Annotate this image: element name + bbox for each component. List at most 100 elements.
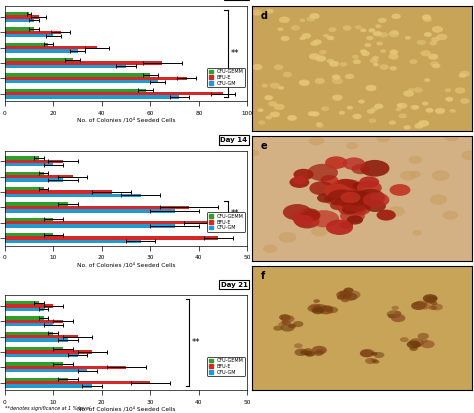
Circle shape (360, 349, 374, 357)
Circle shape (380, 64, 388, 69)
Bar (5, 304, 53, 308)
Circle shape (357, 181, 382, 195)
Circle shape (405, 36, 410, 39)
Circle shape (365, 43, 371, 47)
Bar (5, 46, 97, 49)
Circle shape (418, 333, 429, 339)
Circle shape (281, 36, 289, 41)
Circle shape (311, 227, 327, 236)
Circle shape (421, 50, 431, 56)
Circle shape (313, 304, 328, 312)
Circle shape (320, 175, 338, 185)
Circle shape (399, 114, 407, 118)
Circle shape (340, 192, 360, 203)
Circle shape (293, 321, 303, 327)
Circle shape (404, 126, 410, 129)
Bar (5, 301, 39, 304)
Bar (5, 43, 48, 46)
Circle shape (455, 88, 465, 93)
Bar (5, 218, 53, 221)
Circle shape (340, 209, 365, 223)
Circle shape (352, 164, 370, 174)
Circle shape (266, 9, 273, 13)
X-axis label: No. of Colonies /10⁴ Seeded Cells: No. of Colonies /10⁴ Seeded Cells (77, 406, 175, 412)
Circle shape (316, 122, 321, 126)
Circle shape (437, 34, 447, 40)
Circle shape (379, 32, 388, 38)
Circle shape (302, 33, 311, 38)
Circle shape (281, 323, 295, 332)
Circle shape (283, 204, 312, 221)
Circle shape (380, 50, 386, 53)
Text: Day 14: Day 14 (220, 137, 247, 143)
Circle shape (299, 80, 310, 86)
Circle shape (373, 360, 380, 364)
Circle shape (423, 17, 432, 22)
Circle shape (336, 291, 352, 299)
Circle shape (373, 63, 379, 66)
Bar (5, 80, 158, 83)
Circle shape (334, 193, 351, 203)
Circle shape (422, 15, 431, 20)
Circle shape (313, 350, 323, 356)
Circle shape (252, 64, 262, 70)
Circle shape (337, 295, 346, 300)
Bar (5, 49, 78, 53)
Circle shape (432, 26, 443, 32)
Circle shape (414, 301, 427, 308)
Circle shape (310, 41, 318, 45)
Circle shape (411, 301, 426, 310)
Circle shape (336, 196, 364, 211)
Circle shape (459, 74, 466, 78)
Circle shape (430, 297, 438, 300)
Bar (5, 31, 61, 34)
Circle shape (428, 54, 438, 59)
Text: **: ** (230, 209, 239, 218)
Circle shape (344, 190, 371, 206)
Bar (5, 332, 53, 335)
Circle shape (343, 26, 351, 30)
Circle shape (345, 74, 354, 79)
Bar (5, 323, 53, 326)
Circle shape (410, 171, 420, 177)
Circle shape (418, 120, 429, 126)
Bar (5, 377, 68, 381)
Circle shape (366, 36, 373, 40)
Circle shape (344, 293, 357, 301)
Bar (5, 221, 209, 224)
Circle shape (313, 299, 320, 303)
Circle shape (319, 306, 333, 314)
Circle shape (316, 123, 323, 127)
Circle shape (304, 348, 312, 353)
Circle shape (300, 19, 305, 22)
Circle shape (258, 109, 263, 112)
Circle shape (319, 50, 327, 54)
Circle shape (288, 115, 297, 121)
Circle shape (353, 114, 362, 119)
Circle shape (278, 323, 285, 326)
Circle shape (339, 221, 353, 229)
Circle shape (366, 85, 376, 91)
Bar (5, 15, 39, 19)
Legend: CFU-GEMM, BFU-E, CFU-GM: CFU-GEMM, BFU-E, CFU-GM (208, 357, 245, 376)
Circle shape (309, 210, 339, 227)
Circle shape (417, 40, 426, 45)
Circle shape (396, 108, 401, 111)
Bar (5, 172, 44, 175)
Circle shape (443, 211, 458, 219)
Circle shape (424, 78, 430, 82)
Circle shape (249, 150, 259, 156)
Circle shape (311, 112, 319, 116)
Text: d: d (261, 11, 268, 21)
Circle shape (389, 54, 399, 59)
Circle shape (429, 41, 437, 45)
Circle shape (291, 210, 316, 224)
Circle shape (413, 105, 419, 109)
Bar (5, 209, 174, 213)
Circle shape (332, 75, 340, 79)
Circle shape (327, 36, 334, 40)
Circle shape (290, 177, 310, 188)
Circle shape (360, 160, 390, 177)
Bar (5, 308, 44, 311)
Circle shape (391, 30, 398, 34)
